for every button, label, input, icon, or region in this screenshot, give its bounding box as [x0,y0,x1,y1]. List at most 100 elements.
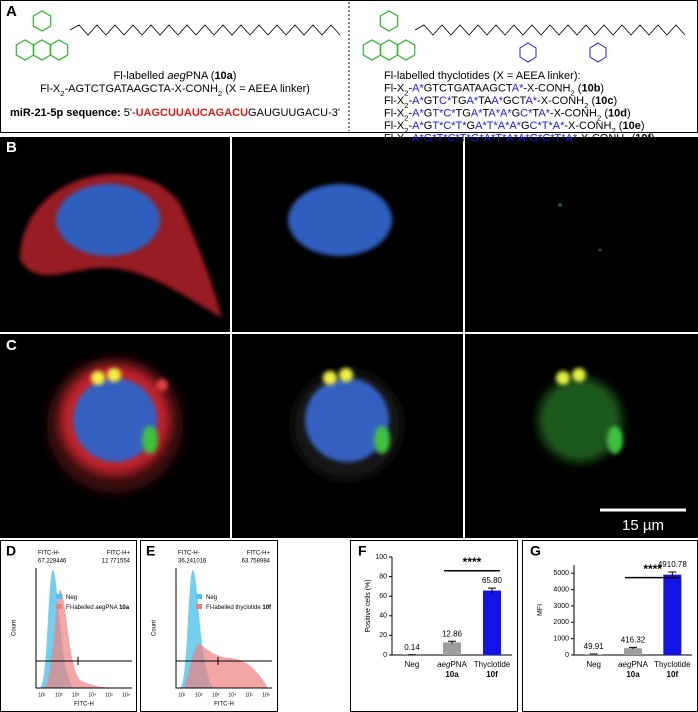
yellow-spot [323,371,337,385]
panel-label: B [6,139,17,156]
x-tick-label: 10⁶ [262,692,270,698]
text-segment: TA [478,95,492,107]
text-segment: aeg [167,70,186,82]
error-bar [629,646,637,650]
x-tick-label: 10f [667,670,679,679]
x-tick-label: 10¹ [178,692,186,698]
text-segment: 2 [584,101,588,110]
yellow-spot [107,368,121,382]
text-segment: aeg [618,660,632,669]
text-segment: C* [439,95,452,107]
gate-value: 36.241016 [178,559,207,565]
legend-swatch [56,604,62,609]
text-segment: 2 [404,126,408,135]
y-axis-label: Count [152,620,158,636]
text-segment: G [467,120,476,132]
green-signal [538,378,622,462]
x-tick-label: 10² [55,692,63,698]
text-segment: ) [627,107,631,119]
text-segment: A* [512,82,524,94]
text-segment: C* [520,107,533,119]
y-tick-label: 2000 [553,619,569,626]
text-segment: 5'- [124,107,136,119]
text-segment: Fl-X [40,83,61,95]
text-segment: (X = AEEA linker) [222,83,310,95]
text-line: Fl-X2-AGTCTGATAAGCTA-X-CONH2 (X = AEEA l… [40,83,310,98]
text-segment: - [408,120,412,132]
legend-swatch [196,594,202,599]
text-segment: Fl-labelled [66,605,95,611]
yellow-spot [91,371,105,385]
text-segment: UAGCUUAUCAGACU [136,107,248,119]
y-axis-label: Count [12,620,18,636]
text-segment: A* [538,107,550,119]
gate-value: 63.758984 [242,559,271,565]
text-segment: G [424,107,433,119]
axes [35,568,132,689]
panel-label: G [530,543,541,559]
micrograph [465,137,698,332]
text-segment: Thyclotide [654,660,691,669]
text-segment: GT [424,95,440,107]
text-segment: Fl-X [384,132,405,144]
bar [663,574,682,655]
y-tick-label: 5000 [553,570,569,577]
value-label: 12.86 [442,629,463,638]
text-segment: -X-CONH [537,95,584,107]
text-segment: 2 [611,126,615,135]
x-tick-label: Neg [586,660,601,669]
panel-label: F [358,543,367,559]
text-segment: 10f [667,670,679,679]
text-segment: Fl-X [384,82,405,94]
value-label: 49.91 [584,642,605,651]
legend-label: Fl-labelled thyclotide 10f [206,605,272,611]
x-tick-label: aegPNA [437,660,467,669]
yellow-spot [572,368,586,382]
text-segment: G [521,120,530,132]
panel-label: C [6,337,17,354]
nucleus [288,184,392,256]
text-segment: A*G*T*C*T*G*A*T*A*A*G*C*T*A* [412,132,578,144]
gate-label: FITC-H- [38,551,60,557]
text-segment: A* [467,95,479,107]
text-segment: - [408,107,412,119]
text-segment: 2 [404,113,408,122]
gate-value: 67.228446 [38,559,67,565]
text-segment: 10c [595,95,613,107]
text-segment: Neg [405,660,420,669]
text-segment: Fl-X [384,120,405,132]
x-tick-label: 10⁴ [229,692,237,698]
text-segment: 10e [622,120,640,132]
text-segment: A* [412,107,424,119]
value-label: 416.32 [621,635,646,644]
gate-value: 12.771554 [102,559,131,565]
text-segment: Neg [66,595,77,601]
histogram-sample [44,590,116,688]
green-signal [374,426,390,454]
x-tick-label: 10¹ [38,692,46,698]
text-segment: TG [456,107,471,119]
x-tick-label: 10⁵ [105,692,113,698]
text-segment: ( [629,132,636,144]
y-tick-label: 20 [379,632,387,639]
text-segment: PNA [105,605,119,611]
gate [176,657,272,665]
text-segment: 10f [635,132,651,144]
text-line: Fl-labelled aegPNA (10a) [114,70,237,82]
text-segment: 2 [60,89,64,98]
text-segment: GAUGUUGACU-3' [248,107,340,119]
green-signal [607,426,623,454]
legend-swatch [196,604,202,609]
y-tick-label: 3000 [553,603,569,610]
text-segment: 10a [214,70,233,82]
text-segment: Fl-labelled thyclotide [206,605,262,611]
text-segment: C*T*A* [530,120,566,132]
text-segment: -X-CONH [564,120,611,132]
text-segment: TG [451,95,466,107]
x-tick-label: Thyclotide [654,660,691,669]
yellow-spot [556,371,570,385]
y-axis-label: MFI [537,604,544,616]
text-segment: ( [616,120,623,132]
legend-label: Neg [206,595,217,601]
